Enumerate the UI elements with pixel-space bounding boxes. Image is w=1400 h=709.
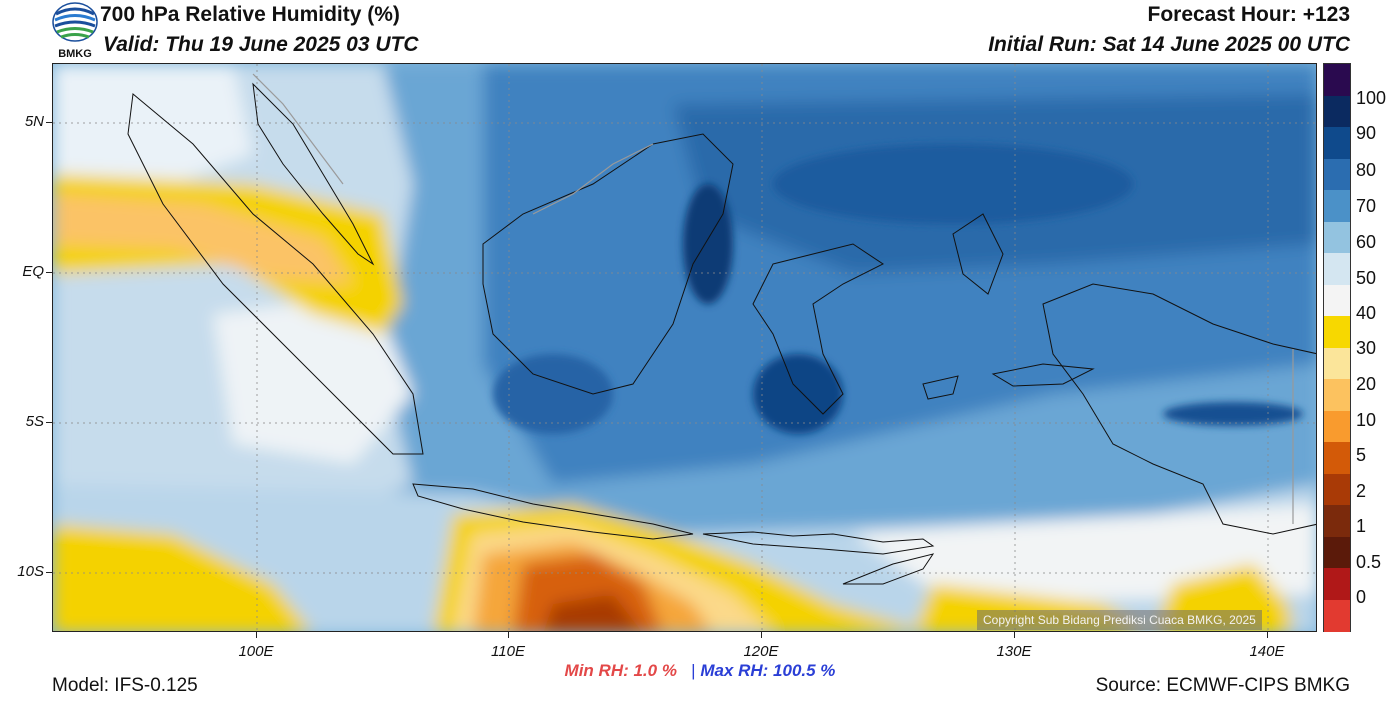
colorbar-segment [1324,379,1350,411]
colorbar-segment [1324,190,1350,222]
colorbar-label: 0.5 [1356,552,1382,572]
model-label: Model: IFS-0.125 [52,675,198,696]
lat-label-10s: 10S [17,563,44,580]
max-rh: Max RH: 100.5 % [700,661,836,680]
copyright-notice: Copyright Sub Bidang Prediksi Cuaca BMKG… [977,610,1262,630]
colorbar-label: 100 [1356,88,1387,108]
lon-label-130e: 130E [996,643,1032,660]
lat-label-eq: EQ [22,263,44,280]
coastlines [127,82,1316,585]
colorbar-segment [1324,64,1350,96]
lon-tick [761,632,762,638]
colorbar-segment [1324,221,1350,254]
lon-tick [1014,632,1015,638]
colorbar-segment [1324,347,1350,380]
valid-time: Valid: Thu 19 June 2025 03 UTC [103,33,419,56]
colorbar-label: 40 [1356,303,1377,323]
colorbar-segment [1324,473,1350,506]
colorbar-label: 10 [1356,410,1377,430]
colorbar-segment [1324,284,1350,317]
colorbar-label: 30 [1356,338,1377,358]
colorbar-segment [1324,505,1350,537]
source-label: Source: ECMWF-CIPS BMKG [1095,675,1350,696]
colorbar-segment [1324,442,1350,474]
lon-tick [1267,632,1268,638]
lon-tick [508,632,509,638]
colorbar-label: 70 [1356,196,1377,216]
lat-tick [46,572,52,573]
logo-text: BMKG [58,48,92,60]
colorbar-label: 2 [1356,481,1367,501]
lat-tick [46,122,52,123]
colorbar-segment [1324,253,1350,285]
rh-stats: Min RH: 1.0 % | Max RH: 100.5 % [0,661,1400,681]
bmkg-logo-icon: BMKG [52,2,98,60]
lon-label-140e: 140E [1249,643,1285,660]
colorbar-segment [1324,158,1350,191]
lat-tick [46,422,52,423]
colorbar-label: 5 [1356,445,1367,465]
lat-tick [46,272,52,273]
initial-run: Initial Run: Sat 14 June 2025 00 UTC [988,33,1350,56]
colorbar-label: 80 [1356,160,1377,180]
colorbar-label: 1 [1356,516,1367,536]
lat-label-5s: 5S [25,413,44,430]
colorbar-segment [1324,316,1350,348]
humidity-field [53,64,1316,631]
colorbar-segment [1324,95,1350,128]
lon-tick [256,632,257,638]
colorbar-segment [1324,410,1350,443]
colorbar-segment [1324,127,1350,159]
colorbar-label: 90 [1356,123,1377,143]
stats-separator: | [691,661,696,680]
colorbar-label: 20 [1356,374,1377,394]
colorbar [1323,63,1351,632]
colorbar-label: 60 [1356,232,1377,252]
colorbar-label: 0 [1356,587,1367,607]
colorbar-segment [1324,536,1350,569]
lon-label-110e: 110E [491,643,525,660]
colorbar-segment [1324,568,1350,600]
chart-title: 700 hPa Relative Humidity (%) [100,3,400,26]
colorbar-segment [1324,599,1350,632]
min-rh: Min RH: 1.0 % [564,661,677,680]
lat-label-5n: 5N [24,113,44,130]
colorbar-label: 50 [1356,268,1377,288]
forecast-hour: Forecast Hour: +123 [1147,3,1351,26]
lon-label-100e: 100E [238,643,274,660]
humidity-map[interactable]: Copyright Sub Bidang Prediksi Cuaca BMKG… [52,63,1317,632]
lon-label-120e: 120E [743,643,779,660]
